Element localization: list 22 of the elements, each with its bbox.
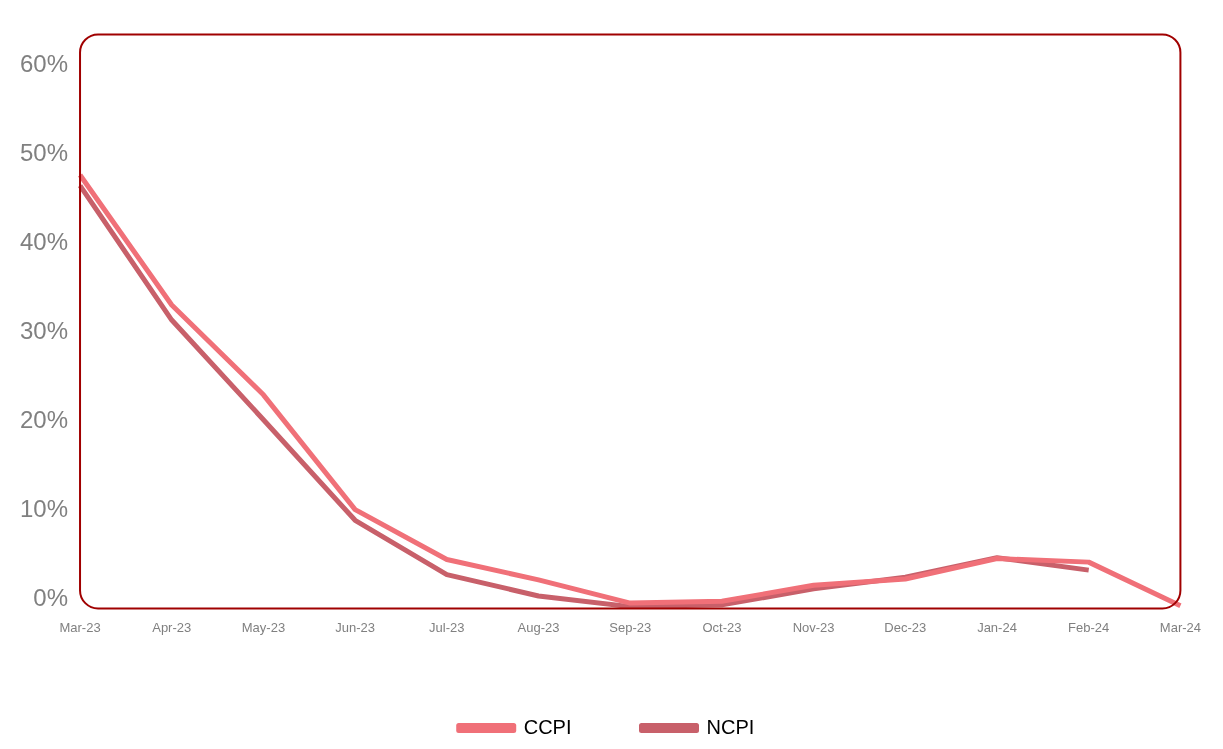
x-tick-label: Sep-23 [609, 619, 652, 635]
x-tick-label: Oct-23 [702, 619, 742, 635]
y-tick-label: 30% [19, 317, 69, 345]
x-tick-label: Dec-23 [884, 619, 927, 635]
y-tick-label: 60% [19, 50, 69, 78]
x-tick-label: May-23 [241, 619, 286, 635]
x-tick-label: Nov-23 [792, 619, 835, 635]
x-tick-label: Mar-24 [1159, 619, 1202, 635]
x-tick-label: Aug-23 [517, 619, 560, 635]
legend-label: NCPI [706, 715, 755, 738]
y-tick-label: 50% [19, 139, 69, 167]
x-tick-label: Jan-24 [977, 619, 1017, 635]
y-tick-label: 40% [19, 228, 69, 256]
x-tick-label: Jul-23 [429, 619, 465, 635]
legend-label: CCPI [523, 715, 572, 738]
x-tick-label: Jun-23 [335, 619, 375, 635]
y-tick-label: 0% [33, 584, 69, 612]
y-tick-label: 20% [19, 406, 69, 434]
x-tick-label: Apr-23 [152, 619, 192, 635]
x-tick-label: Feb-24 [1068, 619, 1110, 635]
x-tick-label: Mar-23 [59, 619, 101, 635]
y-tick-label: 10% [19, 495, 69, 523]
